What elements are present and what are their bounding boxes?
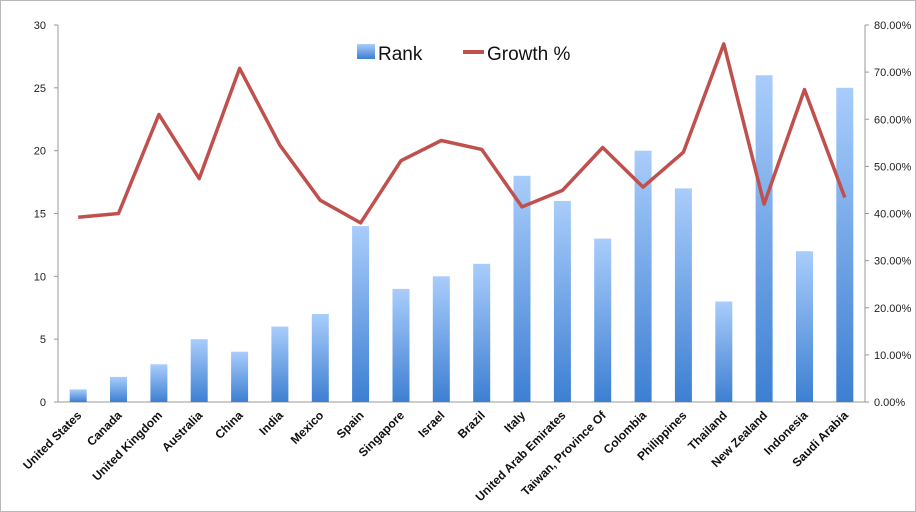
growth-line bbox=[78, 42, 847, 225]
legend: Rank Growth % bbox=[357, 44, 571, 65]
legend-rank-swatch bbox=[357, 44, 375, 59]
rank-bar bbox=[271, 326, 289, 402]
right-tick-label: 20.00% bbox=[874, 303, 912, 315]
right-tick-label: 40.00% bbox=[874, 209, 912, 221]
category-label: Israel bbox=[415, 408, 447, 440]
left-tick-label: 10 bbox=[34, 271, 46, 283]
rank-bar bbox=[432, 276, 450, 402]
left-tick-label: 0 bbox=[40, 397, 46, 409]
rank-bar bbox=[836, 87, 854, 403]
rank-bar bbox=[755, 75, 773, 403]
category-label: Brazil bbox=[455, 408, 488, 441]
right-tick-label: 0.00% bbox=[874, 397, 905, 409]
rank-bar bbox=[311, 314, 329, 402]
category-label: India bbox=[256, 408, 286, 438]
rank-bar bbox=[553, 200, 571, 402]
category-label: United States bbox=[20, 408, 84, 472]
legend-rank-label: Rank bbox=[378, 44, 423, 65]
right-tick-label: 60.00% bbox=[874, 114, 912, 126]
rank-bar bbox=[674, 188, 692, 402]
rank-bar bbox=[634, 150, 652, 402]
category-label: Italy bbox=[501, 408, 528, 435]
rank-bar bbox=[392, 288, 410, 402]
category-label: Canada bbox=[84, 408, 125, 449]
left-axis-ticks: 0 5 10 15 20 25 30 bbox=[34, 20, 58, 409]
left-tick-label: 25 bbox=[34, 83, 46, 95]
left-tick-label: 5 bbox=[40, 334, 46, 346]
rank-bar bbox=[231, 351, 249, 402]
category-label: Australia bbox=[159, 408, 205, 454]
rank-bar bbox=[69, 389, 87, 402]
right-tick-label: 70.00% bbox=[874, 67, 912, 79]
right-tick-label: 30.00% bbox=[874, 256, 912, 268]
rank-bar bbox=[190, 339, 208, 402]
rank-bar bbox=[110, 376, 127, 402]
category-label: Mexico bbox=[288, 408, 327, 447]
rank-bar bbox=[594, 238, 612, 402]
left-tick-label: 30 bbox=[34, 20, 46, 32]
rank-bars bbox=[69, 75, 854, 403]
right-tick-label: 50.00% bbox=[874, 161, 912, 173]
rank-bar bbox=[796, 251, 813, 402]
rank-bar bbox=[150, 364, 168, 402]
rank-bar bbox=[473, 263, 491, 402]
rank-bar bbox=[715, 301, 733, 402]
category-label: United Kingdom bbox=[90, 408, 165, 483]
rank-bar bbox=[352, 226, 370, 402]
right-tick-label: 10.00% bbox=[874, 350, 912, 362]
left-tick-label: 15 bbox=[34, 209, 46, 221]
left-tick-label: 20 bbox=[34, 146, 46, 158]
category-label: Spain bbox=[334, 408, 367, 441]
category-label: China bbox=[212, 408, 246, 442]
axes bbox=[57, 25, 866, 403]
growth-line-group bbox=[78, 42, 847, 225]
right-axis-ticks: 0.00% 10.00% 20.00% 30.00% 40.00% 50.00% 60.00… bbox=[865, 20, 912, 409]
rank-bar bbox=[513, 175, 531, 402]
right-tick-label: 80.00% bbox=[874, 20, 912, 32]
legend-growth-label: Growth % bbox=[487, 44, 571, 65]
